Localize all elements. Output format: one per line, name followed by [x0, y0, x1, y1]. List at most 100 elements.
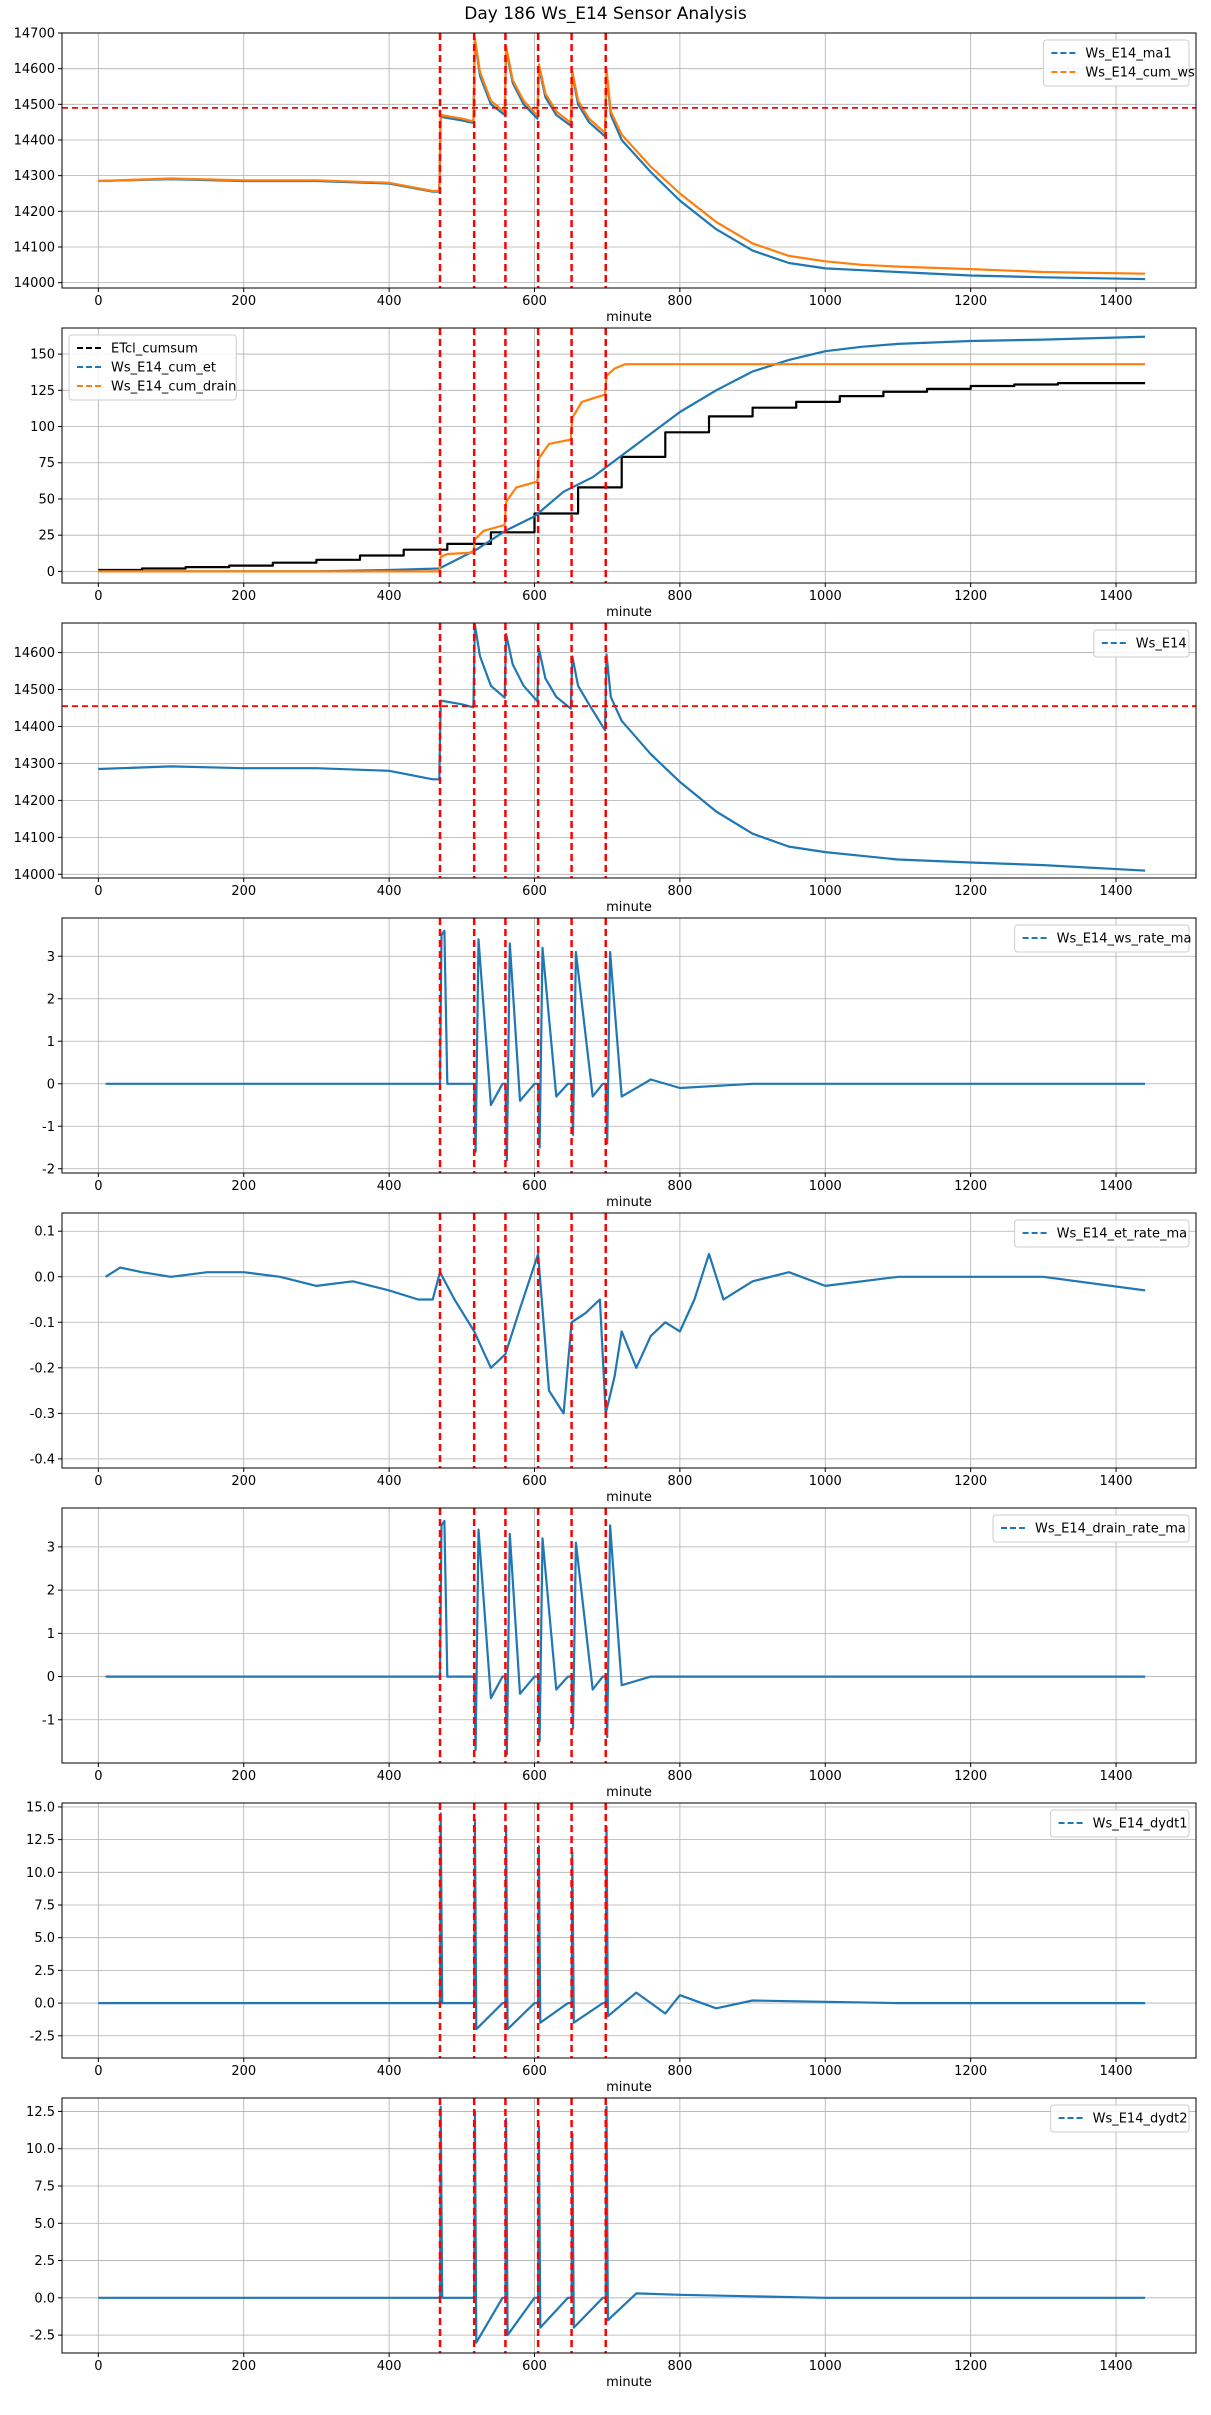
subplot-2: 0 200 400 600 800 1000 1200 1400 0 25 50 75 100 125 15… — [30, 327, 1197, 620]
x-tick-label: 1400 — [1099, 1179, 1132, 1194]
y-tick-label: 7.5 — [34, 1899, 55, 1914]
x-tick-label: 800 — [667, 1179, 692, 1194]
x-axis-label: minute — [606, 1490, 652, 1505]
y-tick-label: 15.0 — [26, 1800, 55, 1815]
x-tick-label: 600 — [522, 1179, 547, 1194]
x-tick-label: 200 — [231, 589, 256, 604]
subplot-5: 0 200 400 600 800 1000 1200 1400 -0.4 -0.3 -0.2 -0.… — [30, 1212, 1197, 1505]
plot-area — [105, 1213, 1146, 1468]
series-line — [98, 363, 1146, 573]
axes-frame — [61, 622, 1197, 879]
y-tick-label: -0.1 — [30, 1316, 55, 1331]
y-tick-label: 2.5 — [34, 2254, 55, 2269]
x-tick-label: 200 — [231, 1474, 256, 1489]
y-tick-label: -0.3 — [30, 1407, 55, 1422]
y-tick-label: 14700 — [14, 27, 55, 42]
x-tick-label: 1000 — [809, 2064, 842, 2079]
y-tick-label: 0 — [47, 565, 55, 580]
y-tick-label: 0 — [47, 1670, 55, 1685]
series-line — [105, 1252, 1146, 1415]
y-tick-label: 1 — [47, 1627, 55, 1642]
y-tick-label: 14100 — [14, 240, 55, 255]
x-tick-label: 0 — [94, 1769, 102, 1784]
y-tick-label: 75 — [38, 456, 55, 471]
x-tick-label: 800 — [667, 884, 692, 899]
x-tick-label: 1000 — [809, 1179, 842, 1194]
x-tick-label: 1200 — [954, 294, 987, 309]
x-tick-label: 1400 — [1099, 2064, 1132, 2079]
y-tick-label: 0.0 — [34, 2291, 55, 2306]
x-tick-label: 1000 — [809, 294, 842, 309]
x-tick-label: 800 — [667, 589, 692, 604]
legend-label: ETcl_cumsum — [111, 342, 198, 357]
x-tick-label: 600 — [522, 589, 547, 604]
x-tick-label: 1200 — [954, 1474, 987, 1489]
x-tick-label: 1000 — [809, 1474, 842, 1489]
plot-area — [98, 1803, 1146, 2058]
plot-area — [62, 33, 1196, 288]
y-tick-label: 2.5 — [34, 1964, 55, 1979]
plot-area — [105, 1508, 1146, 1763]
y-tick-label: 14400 — [14, 133, 55, 148]
y-tick-label: 12.5 — [26, 2105, 55, 2120]
legend-box — [1093, 629, 1190, 658]
x-tick-label: 0 — [94, 294, 102, 309]
y-tick-label: 0.1 — [34, 1225, 55, 1240]
x-tick-label: 1000 — [809, 884, 842, 899]
x-axis-label: minute — [606, 1785, 652, 1800]
x-tick-label: 1400 — [1099, 1474, 1132, 1489]
legend-box — [1050, 2104, 1190, 2133]
y-tick-label: 0.0 — [34, 1997, 55, 2012]
y-tick-label: 0 — [47, 1077, 55, 1092]
legend: Ws_E14_dydt1 — [1050, 1809, 1190, 1838]
y-tick-label: 125 — [30, 384, 55, 399]
subplot-7: 0 200 400 600 800 1000 1200 1400 -2.5 0.0 2.5 5.0 7.… — [26, 1800, 1197, 2095]
series-line — [98, 335, 1146, 573]
x-tick-label: 1400 — [1099, 884, 1132, 899]
x-axis-label: minute — [606, 1195, 652, 1210]
legend-label: Ws_E14 — [1136, 637, 1187, 652]
x-axis-label: minute — [606, 2080, 652, 2095]
legend: Ws_E14 — [1093, 629, 1190, 658]
x-tick-label: 400 — [377, 884, 402, 899]
x-tick-label: 0 — [94, 884, 102, 899]
legend-label: Ws_E14_ma1 — [1085, 47, 1171, 62]
y-tick-label: 14300 — [14, 757, 55, 772]
y-tick-label: 1 — [47, 1035, 55, 1050]
x-axis-label: minute — [606, 310, 652, 325]
x-tick-label: 400 — [377, 2359, 402, 2374]
legend-box — [1014, 1219, 1190, 1248]
axes-frame — [61, 1212, 1197, 1469]
x-tick-label: 200 — [231, 294, 256, 309]
legend: Ws_E14_drain_rate_ma — [992, 1514, 1190, 1543]
axes-frame — [61, 1802, 1197, 2059]
y-tick-label: 14600 — [14, 646, 55, 661]
y-tick-label: -0.4 — [30, 1452, 55, 1467]
y-tick-label: -1 — [42, 1713, 55, 1728]
axes-frame — [61, 32, 1197, 289]
x-tick-label: 200 — [231, 1179, 256, 1194]
x-tick-label: 1000 — [809, 2359, 842, 2374]
x-tick-label: 1400 — [1099, 589, 1132, 604]
series-line — [98, 382, 1146, 572]
x-tick-label: 800 — [667, 1474, 692, 1489]
x-tick-label: 1000 — [809, 1769, 842, 1784]
x-tick-label: 1400 — [1099, 2359, 1132, 2374]
y-tick-label: 14000 — [14, 276, 55, 291]
x-tick-label: 400 — [377, 1474, 402, 1489]
y-tick-label: 2 — [47, 1584, 55, 1599]
legend-box — [1050, 1809, 1190, 1838]
x-tick-label: 1400 — [1099, 1769, 1132, 1784]
x-tick-label: 200 — [231, 1769, 256, 1784]
x-axis-label: minute — [606, 605, 652, 620]
x-tick-label: 1200 — [954, 2064, 987, 2079]
x-tick-label: 0 — [94, 1179, 102, 1194]
x-tick-label: 400 — [377, 1179, 402, 1194]
legend-box — [992, 1514, 1190, 1543]
x-tick-label: 0 — [94, 1474, 102, 1489]
legend-label: Ws_E14_ws_rate_ma — [1057, 932, 1192, 947]
x-tick-label: 600 — [522, 1474, 547, 1489]
series-line — [98, 2105, 1146, 2344]
